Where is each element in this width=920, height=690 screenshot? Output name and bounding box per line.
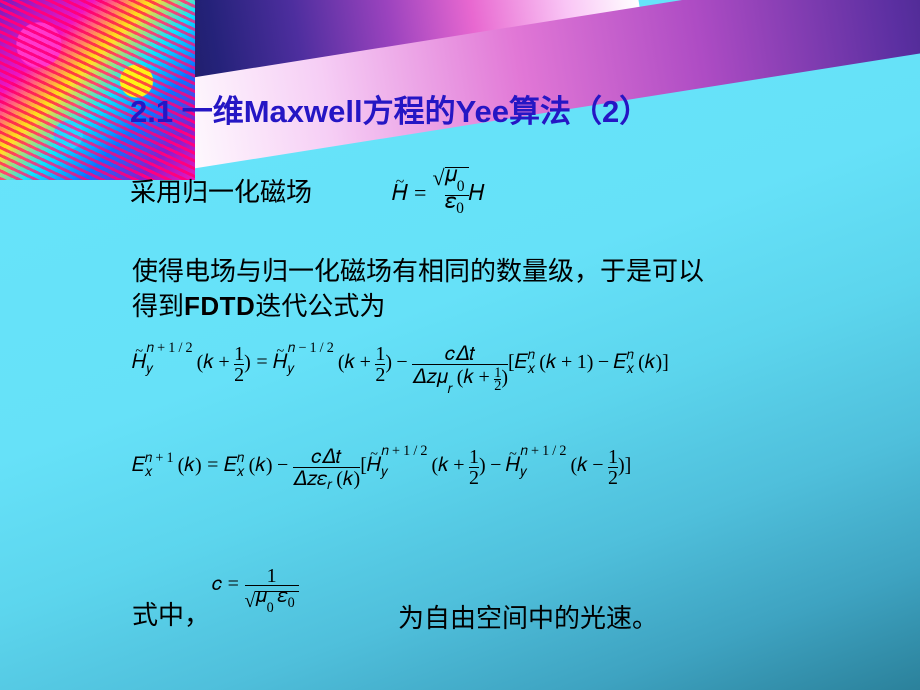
content-layer: 2.1 一维Maxwell方程的Yee算法（2） 采用归一化磁场 H~ = μ0… bbox=[0, 0, 920, 690]
paragraph-1: 采用归一化磁场 bbox=[130, 175, 312, 210]
paragraph-2: 使得电场与归一化磁场有相同的数量级，于是可以 得到FDTD迭代公式为 bbox=[132, 254, 704, 324]
equation-h-update: H~yn+1/2 (k+12) = H~yn−1/2 (k+12) − cΔt … bbox=[132, 342, 669, 393]
slide-background: 2.1 一维Maxwell方程的Yee算法（2） 采用归一化磁场 H~ = μ0… bbox=[0, 0, 920, 690]
slide-title: 2.1 一维Maxwell方程的Yee算法（2） bbox=[130, 86, 650, 131]
equation-c: c= 1μ0ε0 bbox=[212, 568, 299, 612]
paragraph-3-left: 式中， bbox=[132, 598, 210, 633]
paragraph-3-right: 为自由空间中的光速。 bbox=[398, 598, 658, 635]
p2-line2a: 得到 bbox=[132, 292, 184, 321]
equation-e-update: Exn+1 (k) = Exn (k) − cΔt Δzεr(k) [ H~yn… bbox=[132, 445, 631, 490]
p2-line2b: 迭代公式为 bbox=[255, 292, 385, 321]
equation-normalized-h: H~ = μ0ε0 H bbox=[392, 165, 484, 213]
p2-line1: 使得电场与归一化磁场有相同的数量级，于是可以 bbox=[132, 257, 704, 286]
fdtd-label: FDTD bbox=[184, 291, 255, 321]
